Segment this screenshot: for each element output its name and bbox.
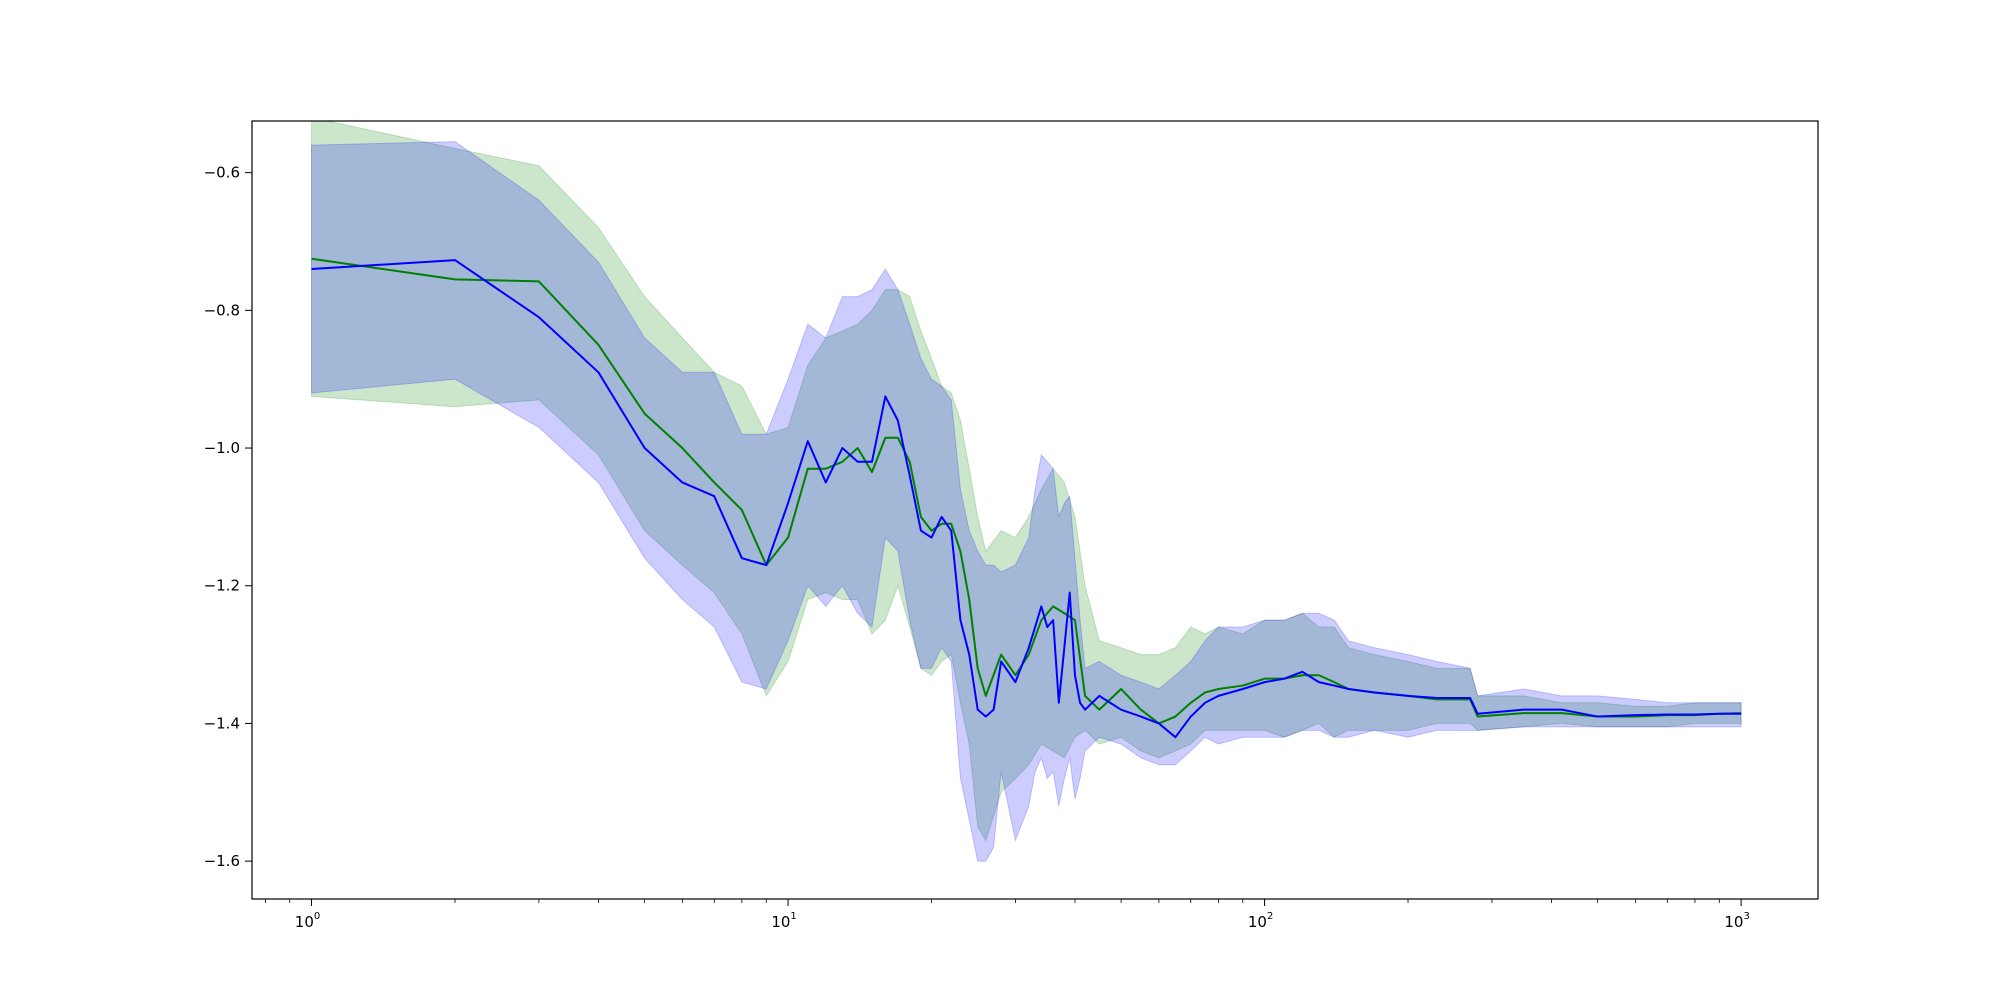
y-tick-label: −1.6 <box>204 852 240 870</box>
green-confidence-band <box>311 121 1742 842</box>
y-tick-label: −1.0 <box>204 439 240 457</box>
y-tick-label: −0.6 <box>204 164 240 182</box>
plot-area <box>252 121 1818 899</box>
confidence-bands <box>311 121 1742 862</box>
y-tick-label: −0.8 <box>204 301 240 319</box>
blue-mean-line <box>311 259 1742 739</box>
blue-confidence-band <box>311 141 1742 862</box>
green-mean-line <box>311 257 1742 725</box>
x-tick-label: 102 <box>1248 911 1273 931</box>
series-lines <box>311 257 1742 739</box>
y-axis: −0.6 −0.8 −1.0 −1.2 −1.4 −1.6 <box>204 164 252 870</box>
plot-frame <box>251 120 1819 900</box>
y-tick-label: −1.4 <box>204 714 240 732</box>
x-tick-label: 100 <box>295 911 320 931</box>
y-tick-label: −1.2 <box>204 577 240 595</box>
